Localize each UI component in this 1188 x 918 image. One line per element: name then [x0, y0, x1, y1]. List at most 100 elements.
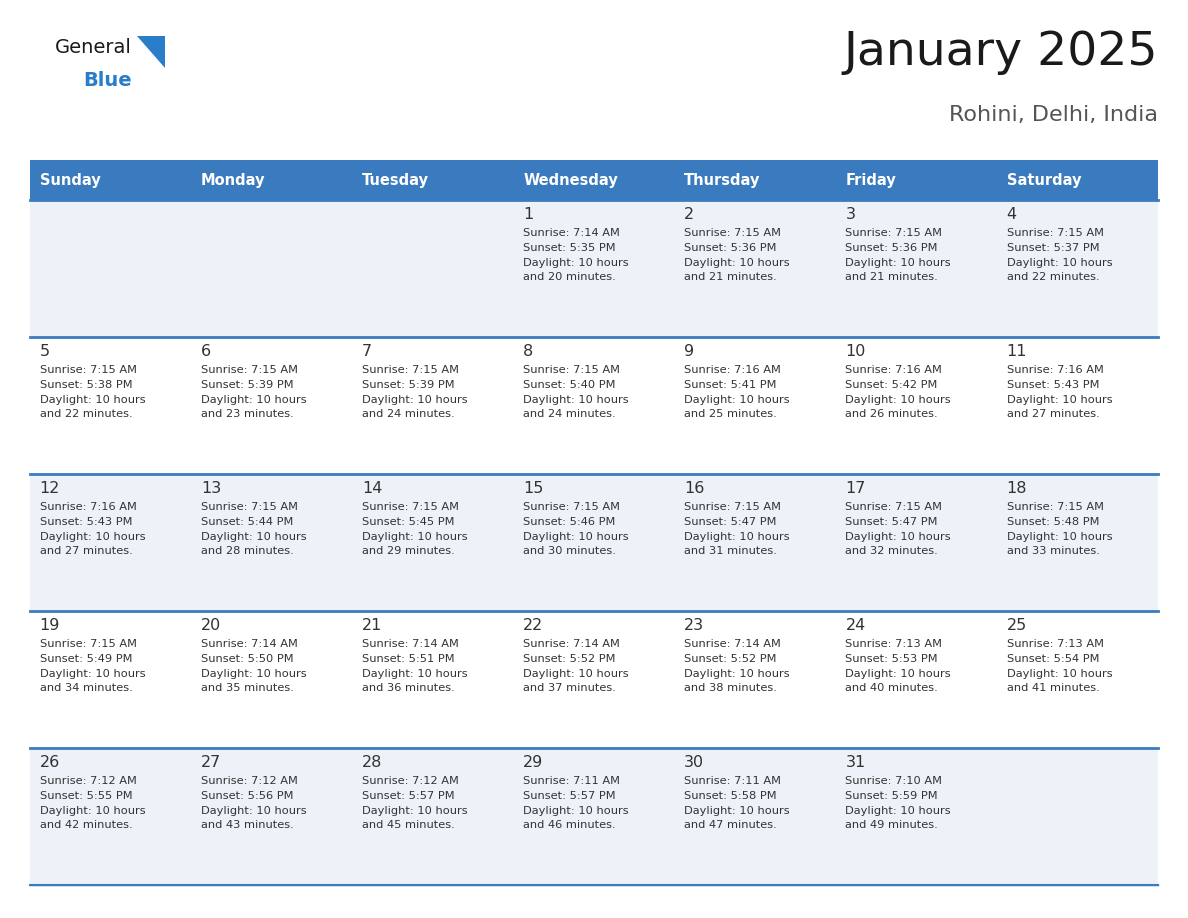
Text: 27: 27 — [201, 755, 221, 770]
Text: Sunset: 5:50 PM: Sunset: 5:50 PM — [201, 654, 293, 664]
Text: Daylight: 10 hours: Daylight: 10 hours — [201, 806, 307, 815]
Text: 5: 5 — [39, 344, 50, 359]
Text: Sunset: 5:40 PM: Sunset: 5:40 PM — [523, 380, 615, 390]
Text: Sunset: 5:42 PM: Sunset: 5:42 PM — [846, 380, 937, 390]
Text: and 45 minutes.: and 45 minutes. — [362, 821, 455, 831]
Text: and 21 minutes.: and 21 minutes. — [846, 273, 939, 283]
Text: Rohini, Delhi, India: Rohini, Delhi, India — [949, 105, 1158, 125]
Text: 18: 18 — [1006, 481, 1026, 496]
Text: and 27 minutes.: and 27 minutes. — [1006, 409, 1099, 420]
Text: Sunset: 5:38 PM: Sunset: 5:38 PM — [39, 380, 132, 390]
Text: Sunrise: 7:15 AM: Sunrise: 7:15 AM — [39, 365, 137, 375]
Text: 4: 4 — [1006, 207, 1017, 222]
Text: 26: 26 — [39, 755, 59, 770]
Bar — [675, 160, 835, 200]
Text: 29: 29 — [523, 755, 543, 770]
Text: Daylight: 10 hours: Daylight: 10 hours — [39, 668, 145, 678]
Text: Sunrise: 7:15 AM: Sunrise: 7:15 AM — [201, 365, 298, 375]
Text: Daylight: 10 hours: Daylight: 10 hours — [846, 258, 952, 268]
Text: Sunset: 5:51 PM: Sunset: 5:51 PM — [362, 654, 455, 664]
Text: 25: 25 — [1006, 618, 1026, 633]
Text: Sunset: 5:46 PM: Sunset: 5:46 PM — [523, 517, 615, 527]
Text: Sunset: 5:45 PM: Sunset: 5:45 PM — [362, 517, 455, 527]
Text: Sunset: 5:59 PM: Sunset: 5:59 PM — [846, 790, 939, 800]
Text: Sunrise: 7:15 AM: Sunrise: 7:15 AM — [523, 365, 620, 375]
Text: 11: 11 — [1006, 344, 1026, 359]
Text: 30: 30 — [684, 755, 704, 770]
Text: Sunrise: 7:16 AM: Sunrise: 7:16 AM — [684, 365, 782, 375]
Text: Sunset: 5:55 PM: Sunset: 5:55 PM — [39, 790, 132, 800]
Text: Sunset: 5:52 PM: Sunset: 5:52 PM — [523, 654, 615, 664]
Text: 2: 2 — [684, 207, 694, 222]
Text: Sunrise: 7:14 AM: Sunrise: 7:14 AM — [362, 639, 459, 649]
Text: and 24 minutes.: and 24 minutes. — [523, 409, 615, 420]
Bar — [30, 474, 1158, 611]
Text: Daylight: 10 hours: Daylight: 10 hours — [362, 668, 468, 678]
Bar — [30, 748, 1158, 885]
Text: Daylight: 10 hours: Daylight: 10 hours — [201, 668, 307, 678]
Text: 6: 6 — [201, 344, 211, 359]
Text: and 42 minutes.: and 42 minutes. — [39, 821, 132, 831]
Text: 21: 21 — [362, 618, 383, 633]
Text: Sunrise: 7:15 AM: Sunrise: 7:15 AM — [846, 228, 942, 238]
Text: and 21 minutes.: and 21 minutes. — [684, 273, 777, 283]
Text: 16: 16 — [684, 481, 704, 496]
Text: Sunset: 5:43 PM: Sunset: 5:43 PM — [1006, 380, 1099, 390]
Text: 10: 10 — [846, 344, 866, 359]
Text: Sunrise: 7:15 AM: Sunrise: 7:15 AM — [362, 502, 459, 512]
Text: and 40 minutes.: and 40 minutes. — [846, 683, 939, 693]
Bar — [30, 160, 191, 200]
Text: Sunrise: 7:15 AM: Sunrise: 7:15 AM — [1006, 228, 1104, 238]
Text: Sunrise: 7:10 AM: Sunrise: 7:10 AM — [846, 776, 942, 786]
Text: Sunset: 5:37 PM: Sunset: 5:37 PM — [1006, 242, 1099, 252]
Text: Tuesday: Tuesday — [362, 173, 429, 187]
Text: Thursday: Thursday — [684, 173, 760, 187]
Text: Daylight: 10 hours: Daylight: 10 hours — [39, 806, 145, 815]
Text: Sunrise: 7:14 AM: Sunrise: 7:14 AM — [684, 639, 782, 649]
Text: Sunrise: 7:12 AM: Sunrise: 7:12 AM — [39, 776, 137, 786]
Text: Daylight: 10 hours: Daylight: 10 hours — [684, 532, 790, 542]
Text: Daylight: 10 hours: Daylight: 10 hours — [846, 806, 952, 815]
Text: Blue: Blue — [83, 71, 132, 90]
Text: Sunrise: 7:12 AM: Sunrise: 7:12 AM — [362, 776, 459, 786]
Text: Sunrise: 7:15 AM: Sunrise: 7:15 AM — [523, 502, 620, 512]
Text: 31: 31 — [846, 755, 866, 770]
Text: Daylight: 10 hours: Daylight: 10 hours — [684, 258, 790, 268]
Text: Sunset: 5:52 PM: Sunset: 5:52 PM — [684, 654, 777, 664]
Text: 13: 13 — [201, 481, 221, 496]
Text: and 25 minutes.: and 25 minutes. — [684, 409, 777, 420]
Text: 22: 22 — [523, 618, 543, 633]
Text: Daylight: 10 hours: Daylight: 10 hours — [1006, 258, 1112, 268]
Text: Daylight: 10 hours: Daylight: 10 hours — [523, 668, 628, 678]
Text: Sunset: 5:56 PM: Sunset: 5:56 PM — [201, 790, 293, 800]
Text: Sunrise: 7:16 AM: Sunrise: 7:16 AM — [1006, 365, 1104, 375]
Text: 28: 28 — [362, 755, 383, 770]
Text: Daylight: 10 hours: Daylight: 10 hours — [1006, 395, 1112, 405]
Text: 1: 1 — [523, 207, 533, 222]
Bar — [835, 160, 997, 200]
Text: 7: 7 — [362, 344, 372, 359]
Text: and 33 minutes.: and 33 minutes. — [1006, 546, 1099, 556]
Text: Sunset: 5:49 PM: Sunset: 5:49 PM — [39, 654, 132, 664]
Text: and 30 minutes.: and 30 minutes. — [523, 546, 615, 556]
Text: and 41 minutes.: and 41 minutes. — [1006, 683, 1099, 693]
Text: and 26 minutes.: and 26 minutes. — [846, 409, 939, 420]
Text: Sunset: 5:41 PM: Sunset: 5:41 PM — [684, 380, 777, 390]
Text: Sunset: 5:43 PM: Sunset: 5:43 PM — [39, 517, 132, 527]
Text: Daylight: 10 hours: Daylight: 10 hours — [523, 806, 628, 815]
Text: and 27 minutes.: and 27 minutes. — [39, 546, 132, 556]
Text: Daylight: 10 hours: Daylight: 10 hours — [201, 395, 307, 405]
Text: Sunset: 5:39 PM: Sunset: 5:39 PM — [362, 380, 455, 390]
Text: Daylight: 10 hours: Daylight: 10 hours — [39, 395, 145, 405]
Text: and 23 minutes.: and 23 minutes. — [201, 409, 293, 420]
Text: Sunset: 5:39 PM: Sunset: 5:39 PM — [201, 380, 293, 390]
Text: Sunrise: 7:16 AM: Sunrise: 7:16 AM — [846, 365, 942, 375]
Text: Sunrise: 7:14 AM: Sunrise: 7:14 AM — [523, 639, 620, 649]
Text: Friday: Friday — [846, 173, 896, 187]
Text: Sunrise: 7:15 AM: Sunrise: 7:15 AM — [684, 228, 782, 238]
Text: Daylight: 10 hours: Daylight: 10 hours — [523, 395, 628, 405]
Text: Sunrise: 7:11 AM: Sunrise: 7:11 AM — [684, 776, 782, 786]
Text: Daylight: 10 hours: Daylight: 10 hours — [523, 258, 628, 268]
Text: Sunrise: 7:15 AM: Sunrise: 7:15 AM — [201, 502, 298, 512]
Text: Sunset: 5:35 PM: Sunset: 5:35 PM — [523, 242, 615, 252]
